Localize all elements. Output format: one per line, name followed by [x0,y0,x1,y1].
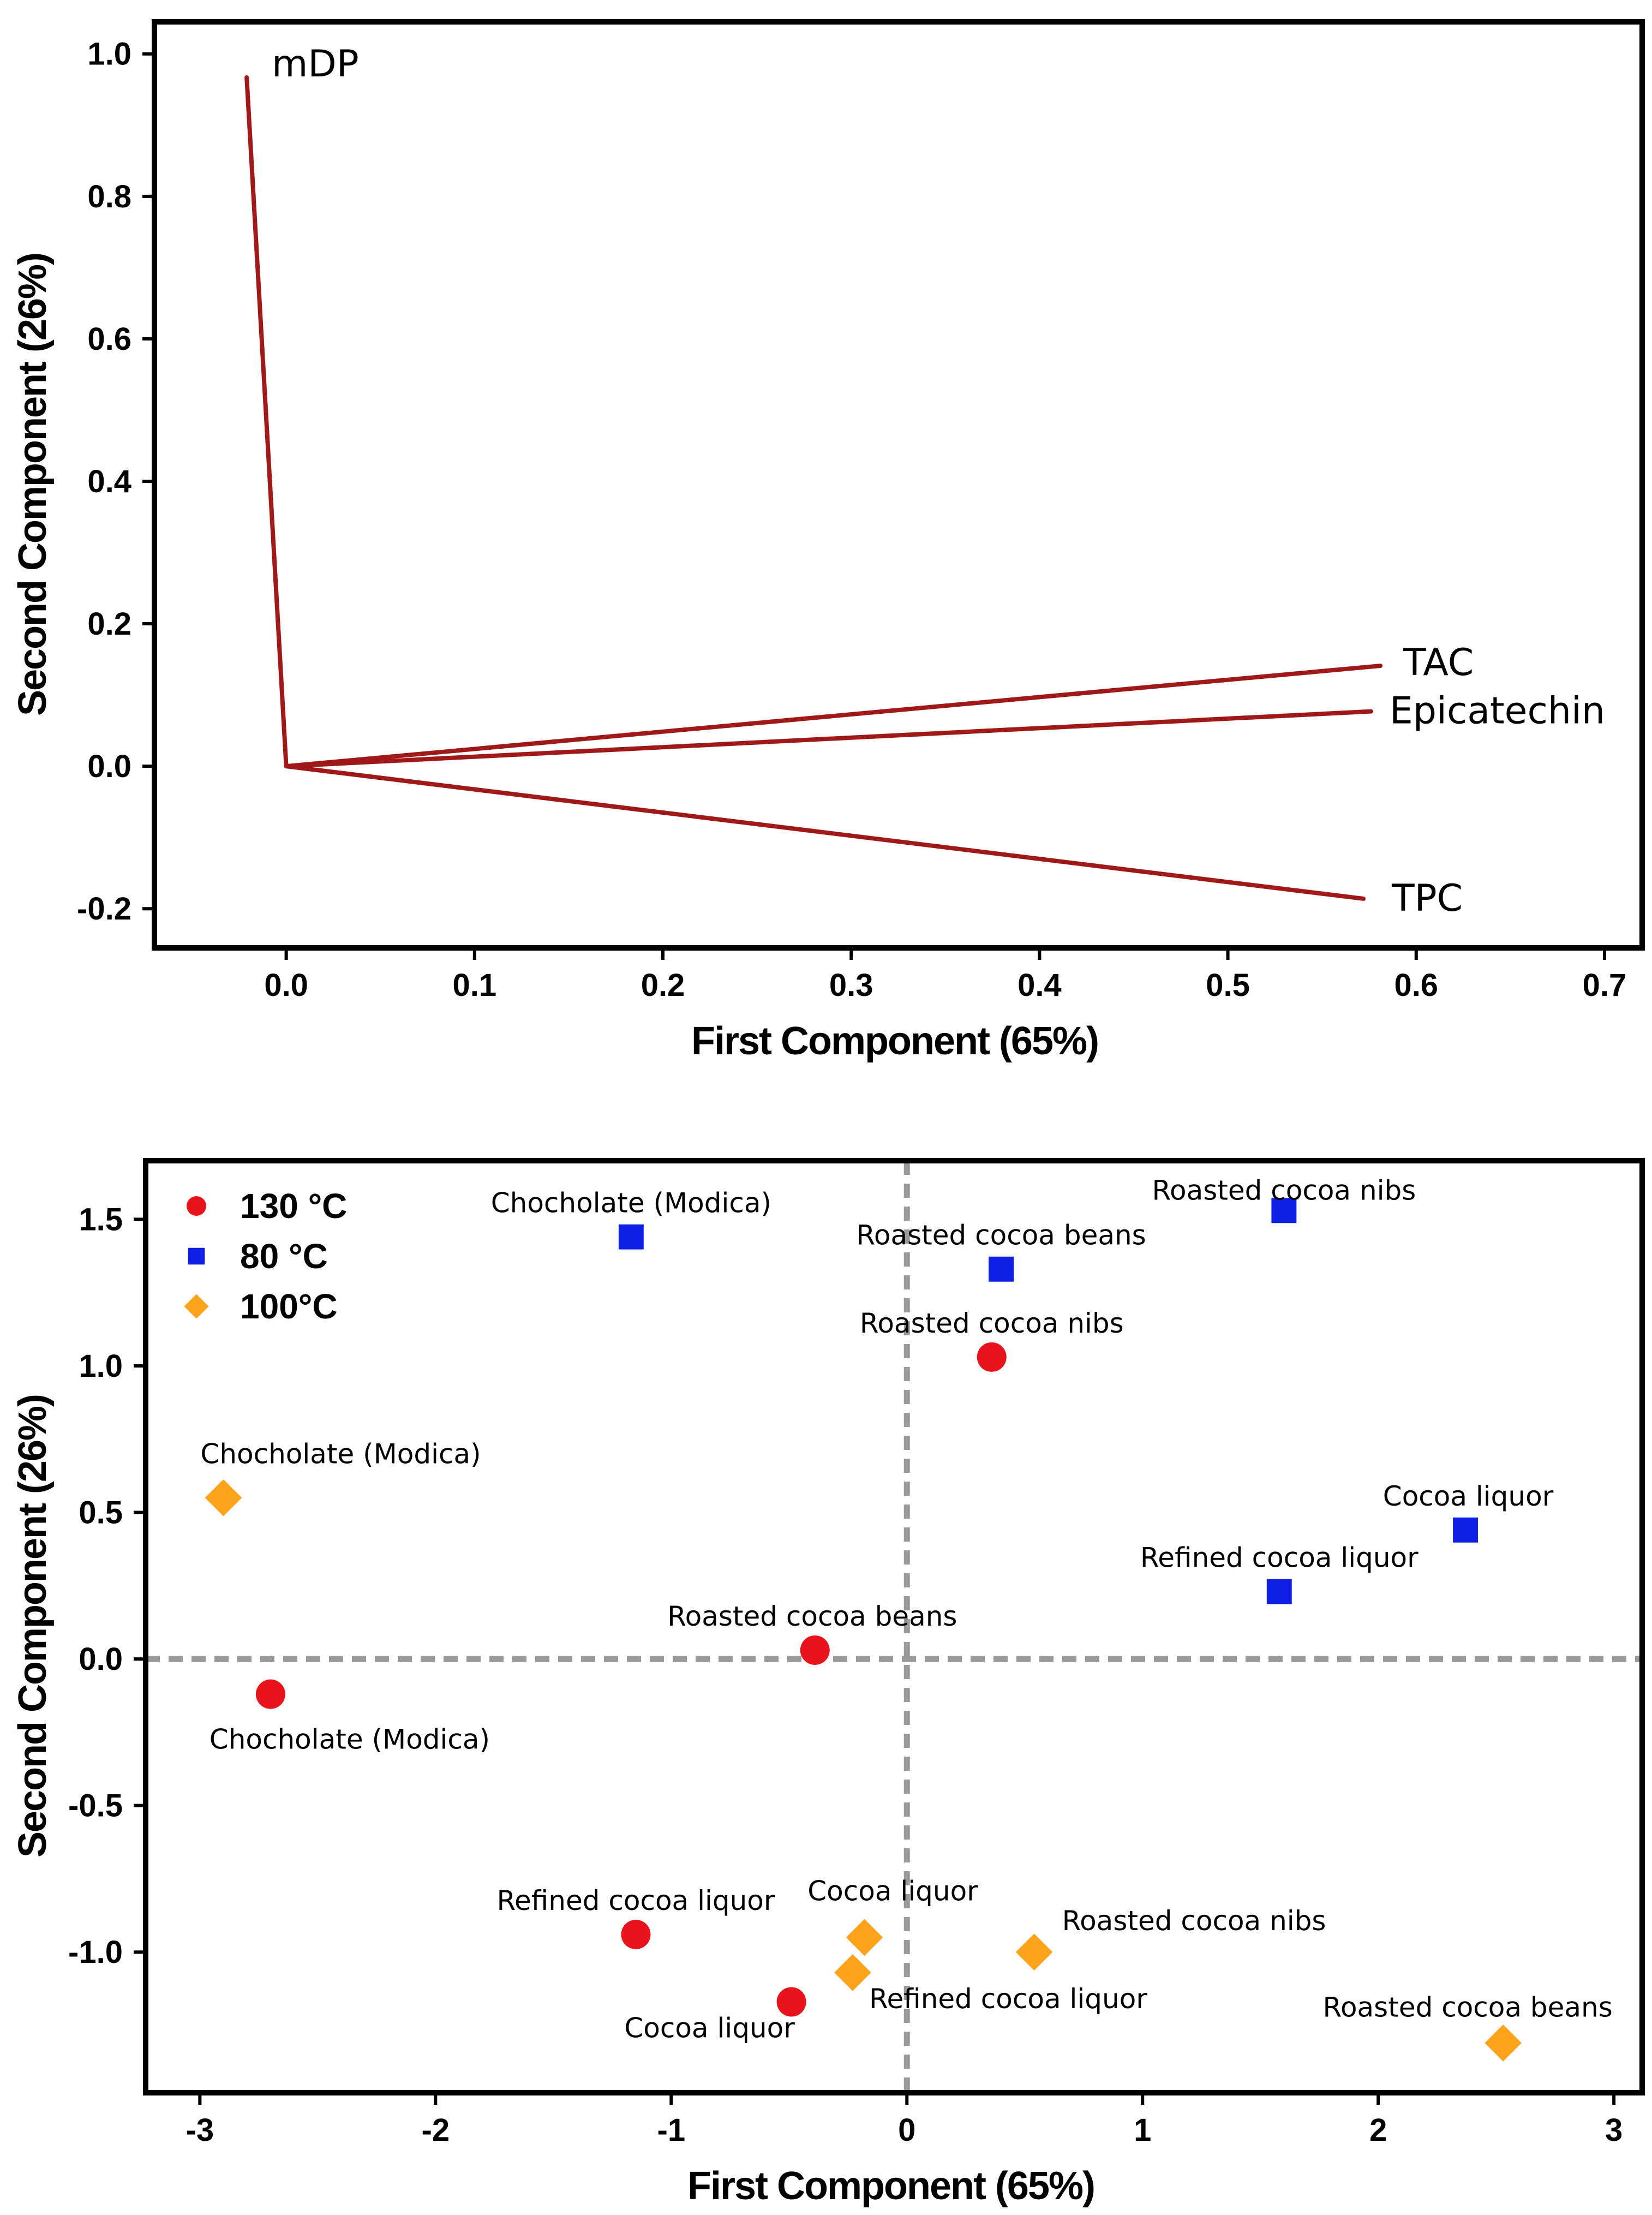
point-label-80-c-chocholate-modica: Chocholate (Modica) [491,1187,771,1219]
x-tick-label: 0.5 [1206,968,1250,1003]
x-tick-label: 3 [1605,2112,1623,2148]
x-tick-label: 0.6 [1394,968,1438,1003]
loading-vector-tac [284,664,1383,769]
x-tick-label: 0.2 [641,968,685,1003]
point-130-c-cocoa-liquor [776,1987,806,2017]
y-axis-title: Second Component (26%) [11,253,55,716]
loading-plot: 0.0 0.1 0.2 0.3 0.4 0.5 0.6 0.7 1.0 0.8 0.6 0.4 0.2 0… [11,19,1645,1063]
y-tick-label: 1.5 [79,1202,123,1237]
loading-vector-tpc [284,764,1366,901]
x-tick-label: 0 [898,2112,915,2148]
x-tick-label: -3 [186,2112,214,2148]
x-tick-label: 0.3 [829,968,873,1003]
point-100-c-roasted-cocoa-nibs [1015,1933,1053,1971]
point-label-80-c-roasted-cocoa-nibs: Roasted cocoa nibs [1152,1174,1416,1206]
legend-label-100-c: 100°C [240,1287,338,1326]
loading-label-mdp: mDP [272,43,359,86]
y-tick-label: 0.8 [87,179,131,214]
y-tick-label: 1.0 [79,1348,123,1384]
y-axis-title: Second Component (26%) [11,1395,55,1858]
legend-label-130-c: 130 °C [240,1186,347,1226]
x-tick-label: -2 [422,2112,450,2148]
legend-label-80-c: 80 °C [240,1237,328,1276]
plot-frame-0 [152,19,1645,951]
series-130-c: Roasted cocoa nibs Roasted cocoa beans Cho… [210,1307,1124,2044]
series-100-c: Chocholate (Modica) Cocoa liquor Roasted c… [200,1438,1613,2062]
point-80-c-chocholate-modica [618,1224,644,1250]
loading-label-epicatechin: Epicatechin [1390,690,1605,733]
y-tick-label: 0.0 [87,749,131,784]
x-tick-label: 0.4 [1017,968,1062,1003]
point-label-100-c-cocoa-liquor: Cocoa liquor [807,1875,978,1907]
x-tick-label: 1 [1134,2112,1151,2148]
point-100-c-refined-cocoa-liquor [834,1954,871,1991]
y-tick-label: -0.2 [77,891,131,927]
point-label-80-c-refined-cocoa-liquor: Refined cocoa liquor [1140,1542,1418,1574]
y-tick-label: -0.5 [68,1788,123,1824]
point-130-c-roasted-cocoa-nibs [977,1342,1007,1372]
legend-marker-130-c [187,1196,206,1216]
y-tick-label: 0.2 [87,606,131,642]
y-tick-label: 0.5 [79,1495,123,1531]
x-tick-label: 0.1 [453,968,497,1003]
point-80-c-roasted-cocoa-beans [989,1256,1014,1282]
x-tick-label: 0.0 [264,968,308,1003]
point-label-130-c-chocholate-modica: Chocholate (Modica) [210,1724,490,1756]
x-tick-label: -1 [657,2112,686,2148]
point-130-c-chocholate-modica [255,1679,285,1709]
point-label-130-c-cocoa-liquor: Cocoa liquor [624,2012,795,2044]
legend: 130 °C 80 °C 100°C [184,1186,347,1326]
point-label-100-c-chocholate-modica: Chocholate (Modica) [200,1438,481,1470]
point-100-c-chocholate-modica [205,1479,242,1517]
point-label-100-c-roasted-cocoa-nibs: Roasted cocoa nibs [1062,1905,1326,1937]
point-label-80-c-roasted-cocoa-beans: Roasted cocoa beans [856,1220,1146,1251]
point-130-c-refined-cocoa-liquor [621,1919,651,1949]
point-label-100-c-roasted-cocoa-beans: Roasted cocoa beans [1322,1992,1612,2023]
point-100-c-cocoa-liquor [846,1919,883,1956]
x-axis-title: First Component (65%) [691,1019,1098,1063]
series-80-c: Roasted cocoa nibs Chocholate (Modica) Roa… [491,1174,1554,1604]
loading-vector-epicatechin [284,709,1373,769]
x-tick-label: 0.7 [1583,968,1627,1003]
point-label-80-c-cocoa-liquor: Cocoa liquor [1383,1480,1554,1512]
plot-frame-1 [143,1158,1645,2095]
point-80-c-cocoa-liquor [1453,1517,1478,1543]
loading-vector-mdp [244,75,289,769]
loading-label-tac: TAC [1403,641,1474,684]
y-tick-label: -1.0 [68,1935,123,1970]
point-80-c-roasted-cocoa-nibs [1271,1198,1297,1223]
y-tick-label: 0.4 [87,464,131,499]
legend-marker-80-c [188,1247,205,1265]
point-130-c-roasted-cocoa-beans [800,1635,830,1665]
loading-label-tpc: TPC [1391,877,1463,920]
y-tick-label: 1.0 [87,37,131,72]
legend-marker-100-c [184,1294,209,1319]
point-label-130-c-refined-cocoa-liquor: Refined cocoa liquor [497,1885,775,1917]
point-100-c-roasted-cocoa-beans [1485,2024,1522,2062]
y-tick-label: 0.0 [79,1641,123,1677]
y-tick-label: 0.6 [87,321,131,357]
point-label-130-c-roasted-cocoa-beans: Roasted cocoa beans [667,1601,957,1632]
x-axis-title: First Component (65%) [687,2164,1094,2208]
point-label-100-c-refined-cocoa-liquor: Refined cocoa liquor [869,1983,1147,2015]
point-label-130-c-roasted-cocoa-nibs: Roasted cocoa nibs [860,1307,1124,1339]
score-plot: -3 -2 -1 0 1 2 3 1.5 1.0 0.5 0.0 -0.5 -1.0 First Comp… [11,1158,1645,2208]
point-80-c-refined-cocoa-liquor [1266,1579,1292,1604]
x-tick-label: 2 [1369,2112,1387,2148]
